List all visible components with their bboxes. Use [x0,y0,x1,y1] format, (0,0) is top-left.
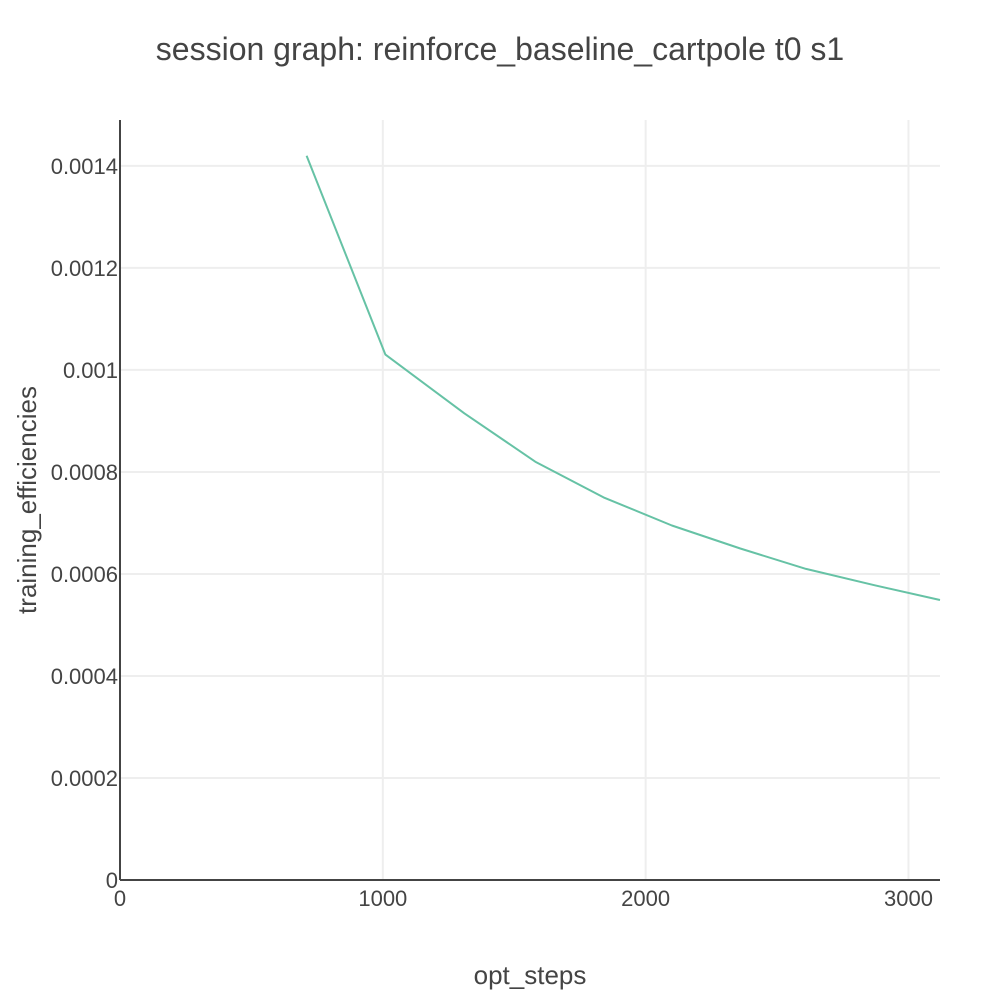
y-tick-label: 0.0012 [51,256,118,281]
y-tick-label: 0 [106,868,118,893]
series-line [305,155,941,601]
x-tick-label: 2000 [621,886,670,911]
y-tick-labels: 0 0.0002 0.0004 0.0006 0.0008 0.001 0.0012 0.00… [51,154,118,893]
y-axis-title: training_efficiencies [12,386,42,614]
y-tick-label: 0.0004 [51,664,118,689]
gridlines [120,120,940,880]
y-tick-label: 0.0006 [51,562,118,587]
chart-title: session graph: reinforce_baseline_cartpo… [156,31,844,67]
y-tick-label: 0.0002 [51,766,118,791]
x-tick-label: 0 [114,886,126,911]
x-tick-labels: 0 1000 2000 3000 [114,886,933,911]
y-tick-label: 0.001 [63,358,118,383]
series-layer [305,155,941,601]
x-axis-title: opt_steps [474,960,587,990]
x-tick-label: 1000 [358,886,407,911]
y-tick-label: 0.0014 [51,154,118,179]
y-tick-label: 0.0008 [51,460,118,485]
x-tick-label: 3000 [884,886,933,911]
